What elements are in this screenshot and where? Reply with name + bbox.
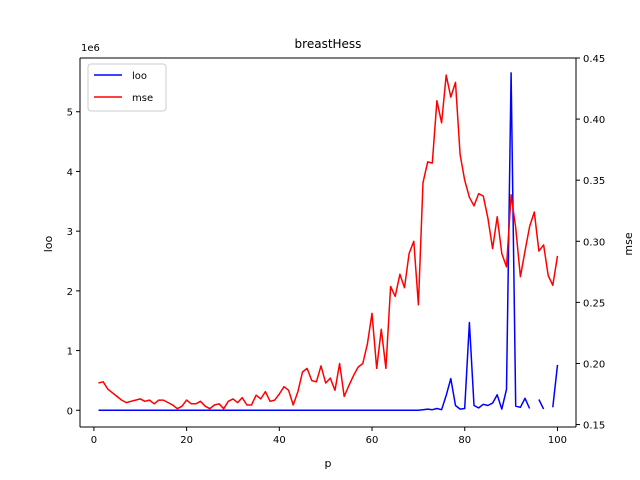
left-y-tick-label: 4 bbox=[67, 167, 73, 178]
x-tick-label: 100 bbox=[548, 435, 567, 446]
left-y-tick-label: 1 bbox=[67, 347, 73, 358]
left-y-tick-label: 5 bbox=[67, 108, 73, 119]
right-y-tick-label: 0.30 bbox=[583, 237, 605, 248]
x-tick-label: 60 bbox=[366, 435, 379, 446]
legend: loo mse bbox=[87, 63, 167, 112]
x-axis-label: p bbox=[325, 457, 332, 470]
plot-lines bbox=[98, 72, 559, 412]
chart-title: breastHess bbox=[295, 37, 362, 51]
right-y-axis: 0.15 0.20 0.25 0.30 0.35 0.40 0.45 bbox=[576, 54, 605, 432]
left-y-tick-label: 2 bbox=[67, 287, 73, 298]
right-y-tick-label: 0.15 bbox=[583, 421, 605, 432]
x-axis: 0 20 40 60 80 100 bbox=[91, 427, 567, 446]
left-y-axis-label: loo bbox=[42, 235, 55, 252]
series-line-loo-1 bbox=[538, 399, 545, 410]
right-y-tick-label: 0.25 bbox=[583, 298, 605, 309]
legend-box bbox=[87, 63, 167, 112]
series-line-loo-0 bbox=[98, 72, 531, 412]
x-tick-label: 0 bbox=[91, 435, 97, 446]
left-y-axis: 0 1 2 3 4 5 bbox=[67, 108, 80, 417]
right-y-tick-label: 0.40 bbox=[583, 115, 605, 126]
right-y-tick-label: 0.20 bbox=[583, 359, 605, 370]
left-y-tick-label: 0 bbox=[67, 406, 73, 417]
legend-label-loo: loo bbox=[132, 71, 147, 82]
x-tick-label: 80 bbox=[458, 435, 471, 446]
x-tick-label: 20 bbox=[180, 435, 193, 446]
right-y-tick-label: 0.45 bbox=[583, 54, 605, 65]
left-y-axis-offset: 1e6 bbox=[81, 43, 100, 54]
right-y-axis-label: mse bbox=[622, 232, 635, 255]
x-tick-label: 40 bbox=[273, 435, 286, 446]
right-y-tick-label: 0.35 bbox=[583, 176, 605, 187]
left-y-tick-label: 3 bbox=[67, 227, 73, 238]
series-line-loo-2 bbox=[552, 364, 559, 408]
legend-label-mse: mse bbox=[132, 93, 153, 104]
series-line-mse-0 bbox=[98, 74, 559, 410]
